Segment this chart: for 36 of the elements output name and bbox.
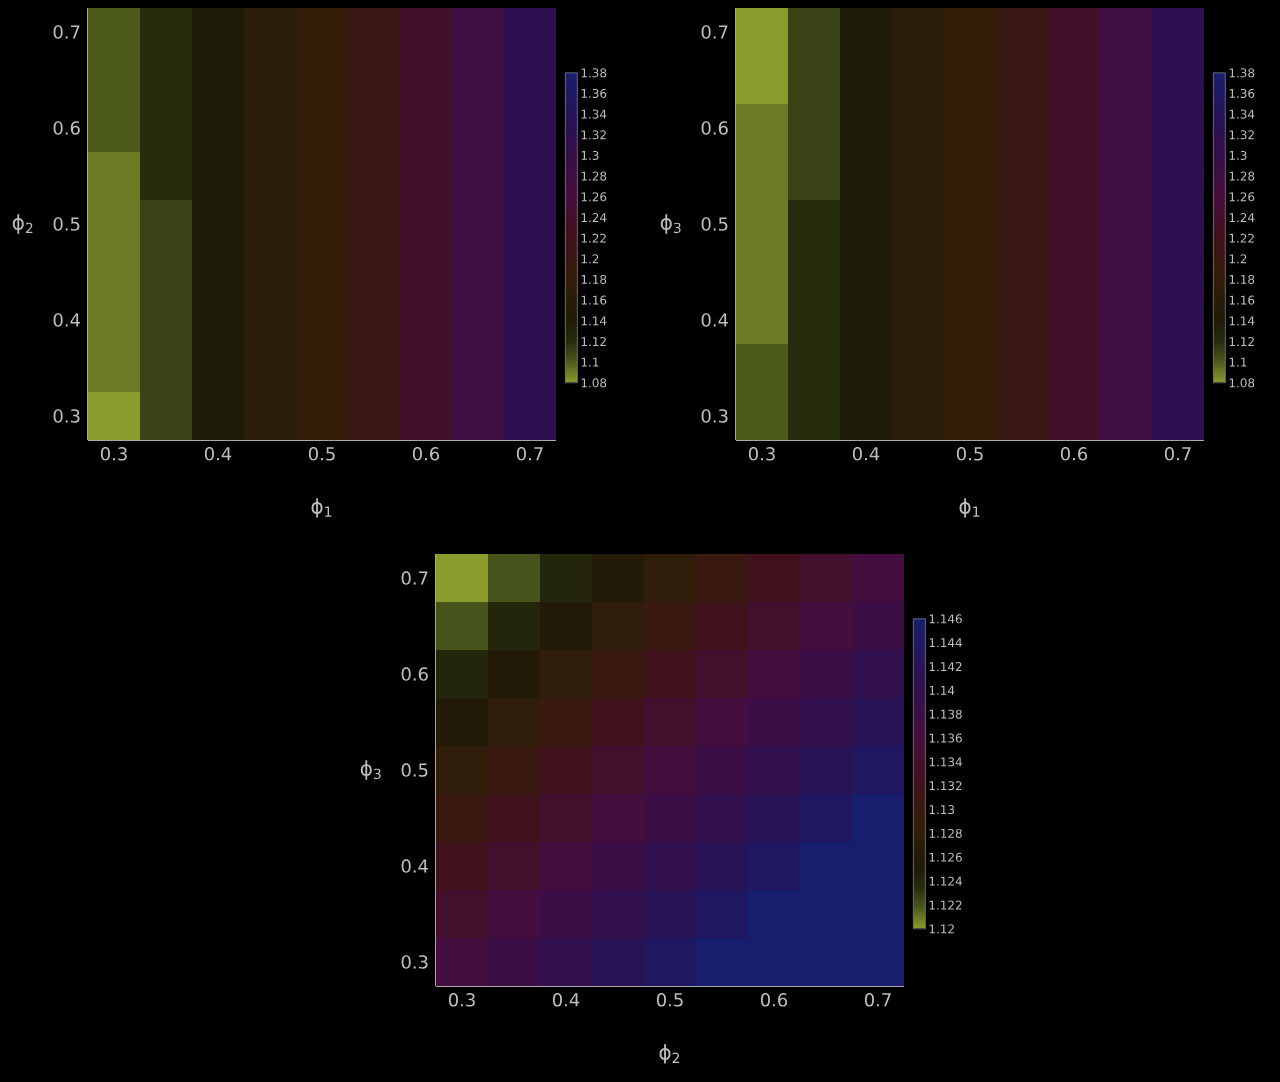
x-tick-label: 0.4 xyxy=(204,447,232,461)
y-axis-title: ϕ$_{3}$ xyxy=(360,760,381,780)
y-axis-title: ϕ$_{2}$ xyxy=(12,214,33,234)
x-tick-label: 0.3 xyxy=(748,447,775,461)
x-tick-label: 0.4 xyxy=(852,447,880,461)
y-tick-label: 0.5 xyxy=(401,763,428,777)
y-tick-label: 0.7 xyxy=(701,25,728,39)
x-tick-label: 0.7 xyxy=(1164,447,1191,461)
y-tick-label: 0.4 xyxy=(53,313,80,327)
x-tick-label: 0.7 xyxy=(516,447,543,461)
x-tick-label: 0.6 xyxy=(1060,447,1088,461)
x-axis-title: ϕ$_{1}$ xyxy=(311,498,332,518)
x-tick-label: 0.7 xyxy=(864,993,891,1007)
y-tick-label: 0.6 xyxy=(401,667,428,681)
y-tick-label: 0.4 xyxy=(401,859,428,873)
x-tick-label: 0.5 xyxy=(308,447,335,461)
y-tick-label: 0.7 xyxy=(53,25,80,39)
y-tick-label: 0.3 xyxy=(401,955,428,969)
y-tick-label: 0.6 xyxy=(53,121,80,135)
x-tick-label: 0.5 xyxy=(656,993,683,1007)
x-tick-label: 0.3 xyxy=(100,447,127,461)
y-tick-label: 0.3 xyxy=(53,409,80,423)
y-tick-label: 0.4 xyxy=(701,313,728,327)
x-tick-label: 0.6 xyxy=(412,447,440,461)
x-axis-title: ϕ$_{1}$ xyxy=(959,498,980,518)
y-tick-label: 0.5 xyxy=(53,217,80,231)
x-tick-label: 0.5 xyxy=(956,447,983,461)
x-tick-label: 0.6 xyxy=(760,993,788,1007)
x-axis-title: ϕ$_{2}$ xyxy=(659,1044,680,1064)
y-tick-label: 0.7 xyxy=(401,571,428,585)
y-axis-title: ϕ$_{3}$ xyxy=(660,214,681,234)
x-tick-label: 0.3 xyxy=(448,993,475,1007)
y-tick-label: 0.5 xyxy=(701,217,728,231)
y-tick-label: 0.6 xyxy=(701,121,728,135)
y-tick-label: 0.3 xyxy=(701,409,728,423)
x-tick-label: 0.4 xyxy=(552,993,580,1007)
